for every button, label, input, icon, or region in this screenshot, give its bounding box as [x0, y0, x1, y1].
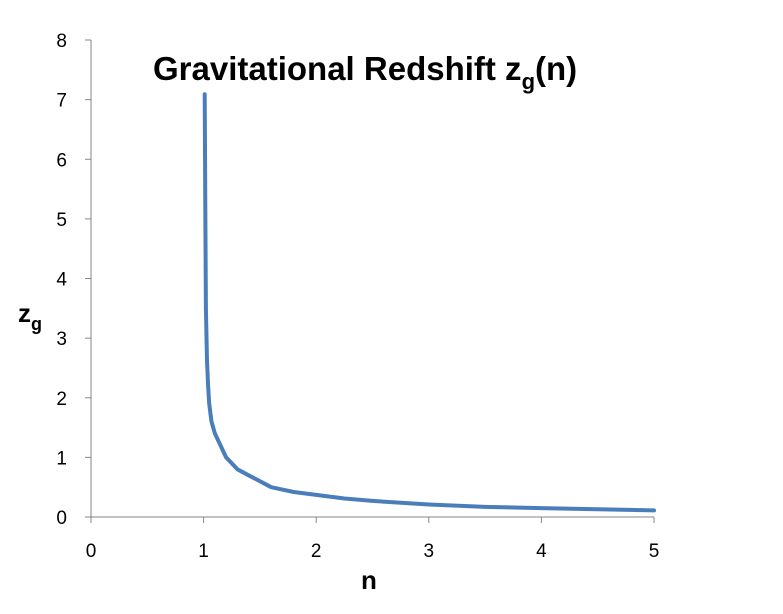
- title-suffix: (n): [535, 50, 577, 87]
- y-tick-label: 3: [56, 329, 67, 350]
- title-subscript: g: [522, 69, 535, 94]
- x-axis-title: n: [361, 565, 377, 595]
- x-tick-label: 5: [649, 541, 660, 562]
- x-tick-label: 4: [536, 541, 547, 562]
- y-tick-label: 8: [56, 31, 67, 52]
- y-tick-label: 6: [56, 150, 67, 171]
- y-tick-label: 4: [56, 270, 67, 291]
- y-axis: 0 1 2 3 4 5 6 7 8: [56, 31, 92, 529]
- y-tick-label: 5: [56, 210, 67, 231]
- series-layer: [202, 92, 656, 513]
- x-tick-label: 0: [86, 541, 97, 562]
- y-tick-label: 2: [56, 389, 67, 410]
- x-tick-label: 2: [311, 541, 322, 562]
- x-axis: 0 1 2 3 4 5: [86, 516, 660, 562]
- y-axis-title: zg: [18, 298, 42, 334]
- chart-title: Gravitational Redshift zg(n): [153, 50, 577, 94]
- x-tick-label: 1: [198, 541, 209, 562]
- y-axis-title-subscript: g: [31, 314, 42, 334]
- y-tick-label: 7: [56, 91, 67, 112]
- x-tick-label: 3: [424, 541, 435, 562]
- y-tick-label: 0: [56, 508, 67, 529]
- series-line: [202, 92, 656, 513]
- y-tick-label: 1: [56, 448, 67, 469]
